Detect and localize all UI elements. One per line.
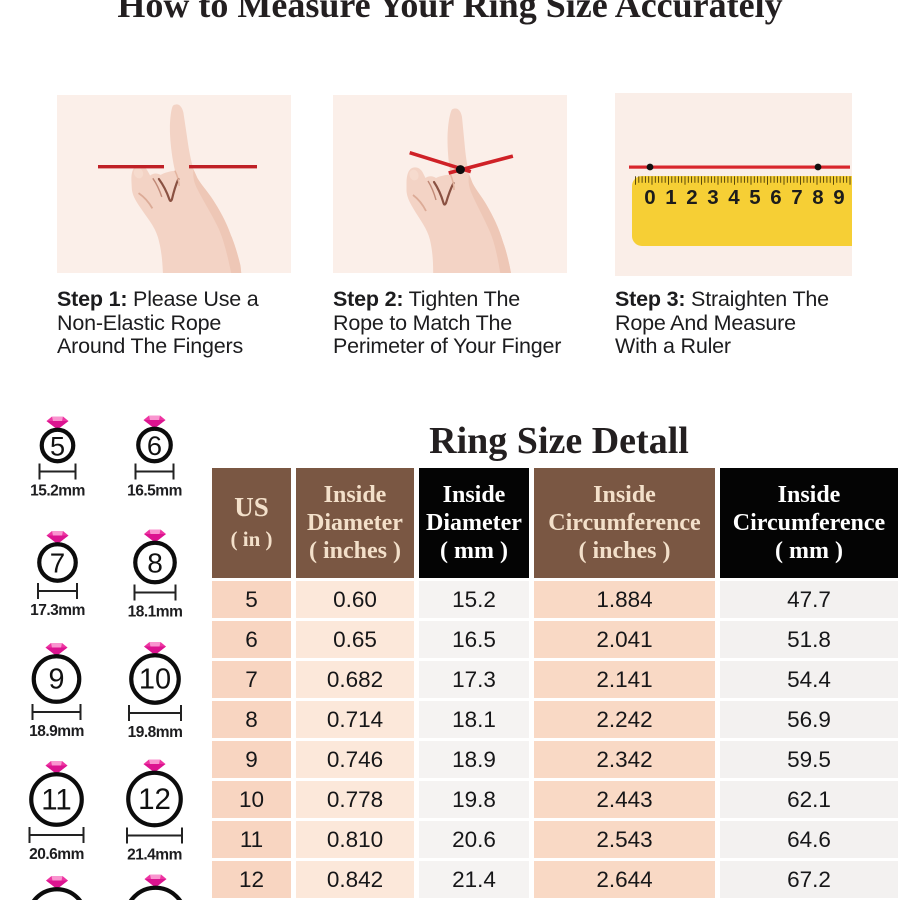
svg-text:7: 7 xyxy=(791,186,802,209)
svg-text:6: 6 xyxy=(770,186,781,209)
svg-text:9: 9 xyxy=(833,186,844,209)
svg-text:3: 3 xyxy=(707,186,718,209)
svg-text:2: 2 xyxy=(686,186,697,209)
svg-text:4: 4 xyxy=(728,186,740,209)
svg-text:10: 10 xyxy=(139,664,171,696)
svg-text:0: 0 xyxy=(644,186,655,209)
svg-text:5: 5 xyxy=(50,431,65,462)
svg-text:21.4mm: 21.4mm xyxy=(127,847,182,864)
svg-text:15.2mm: 15.2mm xyxy=(30,483,85,500)
svg-text:17.3mm: 17.3mm xyxy=(30,602,85,619)
svg-text:8: 8 xyxy=(812,186,823,209)
svg-text:18.9mm: 18.9mm xyxy=(29,723,84,740)
svg-text:7: 7 xyxy=(50,548,65,579)
svg-text:11: 11 xyxy=(41,784,71,817)
svg-text:1: 1 xyxy=(665,186,676,209)
svg-text:5: 5 xyxy=(749,186,760,209)
svg-text:19.8mm: 19.8mm xyxy=(128,724,183,741)
svg-text:9: 9 xyxy=(49,664,65,696)
svg-text:16.5mm: 16.5mm xyxy=(127,483,182,500)
svg-text:12: 12 xyxy=(138,783,171,816)
svg-text:18.1mm: 18.1mm xyxy=(128,604,183,621)
svg-text:6: 6 xyxy=(147,430,162,461)
svg-text:20.6mm: 20.6mm xyxy=(29,846,84,863)
svg-text:8: 8 xyxy=(147,548,163,579)
